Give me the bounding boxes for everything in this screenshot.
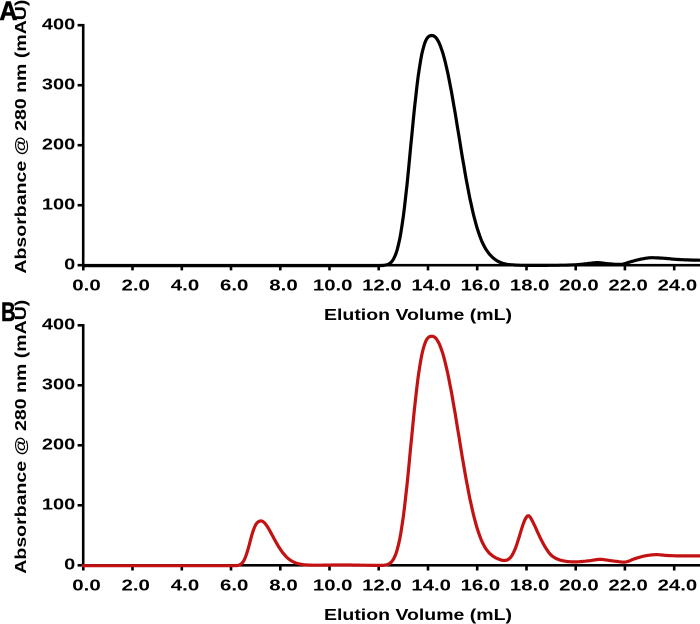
- svg-text:12.0: 12.0: [362, 578, 402, 595]
- svg-text:4.0: 4.0: [171, 578, 200, 595]
- svg-text:24.0: 24.0: [658, 578, 698, 595]
- svg-text:Elution Volume (mL): Elution Volume (mL): [324, 307, 512, 324]
- svg-text:2.0: 2.0: [122, 278, 151, 295]
- svg-text:200: 200: [42, 436, 75, 453]
- svg-text:0: 0: [64, 256, 75, 273]
- svg-text:8.0: 8.0: [269, 278, 298, 295]
- svg-text:0: 0: [64, 556, 75, 573]
- svg-text:2.0: 2.0: [122, 578, 151, 595]
- svg-text:18.0: 18.0: [510, 578, 550, 595]
- svg-text:400: 400: [42, 316, 75, 333]
- svg-text:12.0: 12.0: [362, 278, 402, 295]
- svg-text:14.0: 14.0: [411, 578, 451, 595]
- svg-text:B: B: [1, 297, 16, 327]
- svg-text:16.0: 16.0: [461, 278, 501, 295]
- svg-text:Absorbance @ 280 nm (mAU): Absorbance @ 280 nm (mAU): [13, 0, 30, 274]
- svg-text:20.0: 20.0: [559, 278, 599, 295]
- svg-text:10.0: 10.0: [313, 578, 353, 595]
- svg-text:24.0: 24.0: [658, 278, 698, 295]
- svg-text:100: 100: [42, 196, 75, 213]
- svg-text:10.0: 10.0: [313, 278, 353, 295]
- svg-text:0.0: 0.0: [72, 278, 101, 295]
- svg-text:6.0: 6.0: [220, 278, 249, 295]
- svg-text:Elution Volume (mL): Elution Volume (mL): [324, 607, 512, 624]
- svg-text:100: 100: [42, 496, 75, 513]
- svg-text:4.0: 4.0: [171, 278, 200, 295]
- svg-text:A: A: [0, 0, 17, 26]
- svg-text:18.0: 18.0: [510, 278, 550, 295]
- svg-text:300: 300: [42, 76, 75, 93]
- svg-text:20.0: 20.0: [559, 578, 599, 595]
- svg-text:16.0: 16.0: [461, 578, 501, 595]
- svg-text:300: 300: [42, 376, 75, 393]
- svg-text:6.0: 6.0: [220, 578, 249, 595]
- svg-text:22.0: 22.0: [608, 278, 648, 295]
- svg-text:0.0: 0.0: [72, 578, 101, 595]
- svg-text:14.0: 14.0: [411, 278, 451, 295]
- svg-text:8.0: 8.0: [269, 578, 298, 595]
- svg-text:Absorbance @ 280 nm (mAU): Absorbance @ 280 nm (mAU): [13, 300, 30, 574]
- svg-text:22.0: 22.0: [608, 578, 648, 595]
- svg-text:400: 400: [42, 16, 75, 33]
- svg-text:200: 200: [42, 136, 75, 153]
